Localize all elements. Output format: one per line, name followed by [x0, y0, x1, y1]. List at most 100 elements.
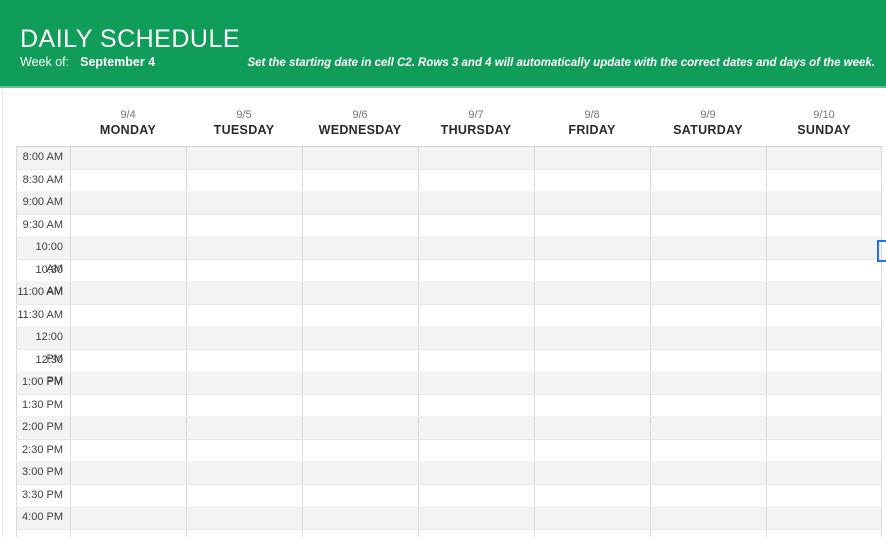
schedule-cell[interactable]: [650, 259, 766, 281]
schedule-cell[interactable]: [534, 169, 650, 191]
schedule-cell[interactable]: [766, 259, 882, 281]
schedule-cell[interactable]: [650, 462, 766, 484]
schedule-cell[interactable]: [650, 282, 766, 304]
time-label[interactable]: 12:30 PM: [16, 349, 70, 387]
schedule-cell[interactable]: [766, 439, 882, 461]
schedule-cell[interactable]: [302, 169, 418, 191]
schedule-cell[interactable]: [418, 439, 534, 461]
schedule-cell[interactable]: [70, 462, 186, 484]
time-label[interactable]: 10:30 AM: [16, 259, 70, 297]
schedule-cell[interactable]: [302, 372, 418, 394]
schedule-cell[interactable]: [70, 349, 186, 371]
schedule-cell[interactable]: [70, 394, 186, 416]
schedule-cell[interactable]: [418, 214, 534, 236]
time-label[interactable]: 11:30 AM: [16, 304, 70, 326]
time-label[interactable]: 1:30 PM: [16, 394, 70, 416]
schedule-cell[interactable]: [650, 237, 766, 259]
schedule-cell[interactable]: [534, 394, 650, 416]
schedule-cell[interactable]: [70, 147, 186, 169]
schedule-cell[interactable]: [534, 372, 650, 394]
schedule-cell[interactable]: [302, 417, 418, 439]
schedule-cell[interactable]: [534, 462, 650, 484]
time-label[interactable]: 2:00 PM: [16, 417, 70, 439]
schedule-cell[interactable]: [650, 349, 766, 371]
week-of-value[interactable]: September 4: [80, 55, 156, 69]
schedule-cell[interactable]: [302, 327, 418, 349]
schedule-cell[interactable]: [418, 394, 534, 416]
schedule-cell[interactable]: [302, 237, 418, 259]
column-header-sunday[interactable]: 9/10 SUNDAY: [766, 90, 882, 146]
schedule-cell[interactable]: [70, 282, 186, 304]
schedule-cell[interactable]: [418, 417, 534, 439]
schedule-cell[interactable]: [650, 147, 766, 169]
schedule-cell[interactable]: [418, 169, 534, 191]
schedule-cell[interactable]: [186, 327, 302, 349]
schedule-cell[interactable]: [766, 327, 882, 349]
schedule-cell[interactable]: [418, 282, 534, 304]
schedule-cell[interactable]: [418, 237, 534, 259]
schedule-cell[interactable]: [766, 394, 882, 416]
schedule-cell[interactable]: [70, 327, 186, 349]
schedule-cell[interactable]: [766, 282, 882, 304]
time-label[interactable]: 10:00 AM: [16, 237, 70, 275]
schedule-cell[interactable]: [766, 214, 882, 236]
schedule-cell[interactable]: [534, 349, 650, 371]
schedule-cell[interactable]: [418, 304, 534, 326]
schedule-cell[interactable]: [302, 304, 418, 326]
schedule-cell[interactable]: [70, 529, 186, 537]
schedule-cell[interactable]: [186, 417, 302, 439]
time-label[interactable]: 3:00 PM: [16, 462, 70, 484]
schedule-cell[interactable]: [534, 304, 650, 326]
schedule-cell[interactable]: [534, 484, 650, 506]
schedule-cell[interactable]: [302, 147, 418, 169]
schedule-cell[interactable]: [766, 484, 882, 506]
schedule-cell[interactable]: [650, 304, 766, 326]
schedule-cell[interactable]: [650, 439, 766, 461]
time-label[interactable]: 4:00 PM: [16, 507, 70, 529]
schedule-cell[interactable]: [766, 192, 882, 214]
schedule-cell[interactable]: [70, 214, 186, 236]
schedule-cell[interactable]: [650, 484, 766, 506]
schedule-cell[interactable]: [766, 147, 882, 169]
schedule-cell[interactable]: [650, 394, 766, 416]
schedule-cell[interactable]: [70, 372, 186, 394]
schedule-cell[interactable]: [302, 192, 418, 214]
column-header-wednesday[interactable]: 9/6 WEDNESDAY: [302, 90, 418, 146]
schedule-cell[interactable]: [534, 327, 650, 349]
time-label[interactable]: 12:00 PM: [16, 327, 70, 365]
schedule-cell[interactable]: [766, 529, 882, 537]
schedule-cell[interactable]: [534, 417, 650, 439]
schedule-cell[interactable]: [186, 372, 302, 394]
time-label[interactable]: 9:30 AM: [16, 214, 70, 236]
column-header-saturday[interactable]: 9/9 SATURDAY: [650, 90, 766, 146]
schedule-cell[interactable]: [70, 237, 186, 259]
schedule-cell[interactable]: [766, 304, 882, 326]
schedule-cell[interactable]: [650, 372, 766, 394]
schedule-cell[interactable]: [418, 147, 534, 169]
schedule-cell[interactable]: [302, 282, 418, 304]
schedule-cell[interactable]: [302, 259, 418, 281]
schedule-cell[interactable]: [534, 192, 650, 214]
column-header-tuesday[interactable]: 9/5 TUESDAY: [186, 90, 302, 146]
schedule-cell[interactable]: [418, 349, 534, 371]
schedule-cell[interactable]: [766, 507, 882, 529]
column-header-monday[interactable]: 9/4 MONDAY: [70, 90, 186, 146]
schedule-cell[interactable]: [766, 417, 882, 439]
schedule-cell[interactable]: [70, 192, 186, 214]
schedule-cell[interactable]: [766, 372, 882, 394]
schedule-cell[interactable]: [534, 259, 650, 281]
time-label[interactable]: 2:30 PM: [16, 439, 70, 461]
schedule-cell[interactable]: [418, 192, 534, 214]
time-label[interactable]: 11:00 AM: [16, 282, 70, 304]
schedule-cell[interactable]: [650, 507, 766, 529]
schedule-cell[interactable]: [418, 529, 534, 537]
schedule-cell[interactable]: [186, 529, 302, 537]
schedule-cell[interactable]: [70, 484, 186, 506]
schedule-cell[interactable]: [418, 484, 534, 506]
schedule-cell[interactable]: [302, 214, 418, 236]
schedule-cell[interactable]: [534, 507, 650, 529]
schedule-cell[interactable]: [186, 259, 302, 281]
schedule-cell[interactable]: [302, 484, 418, 506]
schedule-cell[interactable]: [186, 304, 302, 326]
schedule-cell[interactable]: [70, 304, 186, 326]
